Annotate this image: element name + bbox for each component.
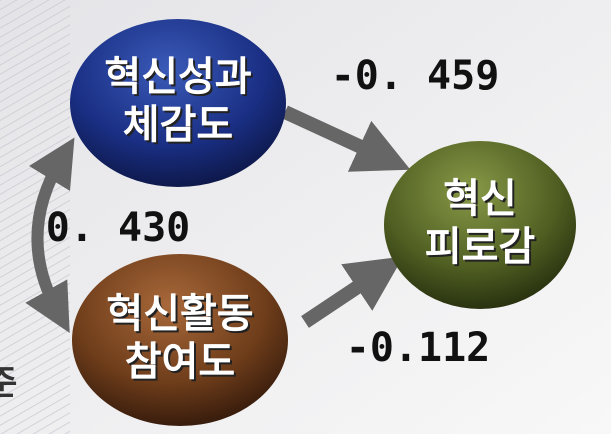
node-label: 피로감 xyxy=(425,224,536,270)
arrow xyxy=(301,256,404,328)
fragment-text: 준 xyxy=(0,364,17,404)
node-label: 참여도 xyxy=(125,339,235,385)
node-label: 혁신성과 xyxy=(104,54,251,100)
double-arrow xyxy=(25,137,75,333)
node xyxy=(70,19,286,187)
edge-label: -0. 459 xyxy=(331,53,500,99)
arrow xyxy=(282,105,411,172)
node-label: 혁신 xyxy=(443,176,517,222)
node-label-shadow: 체감도 xyxy=(125,104,235,150)
edge-label: 0. 430 xyxy=(46,205,191,251)
edge-label: -0.112 xyxy=(346,325,491,371)
node-label-shadow: 참여도 xyxy=(127,341,237,387)
node xyxy=(72,254,288,426)
node-label-shadow: 혁신활동 xyxy=(108,293,255,339)
node-label-shadow: 피로감 xyxy=(427,226,538,272)
node-label: 체감도 xyxy=(123,102,233,148)
node-label: 혁신활동 xyxy=(106,291,253,337)
node-label-shadow: 혁신 xyxy=(445,178,519,224)
node xyxy=(384,141,576,309)
node-label-shadow: 혁신성과 xyxy=(106,56,253,102)
